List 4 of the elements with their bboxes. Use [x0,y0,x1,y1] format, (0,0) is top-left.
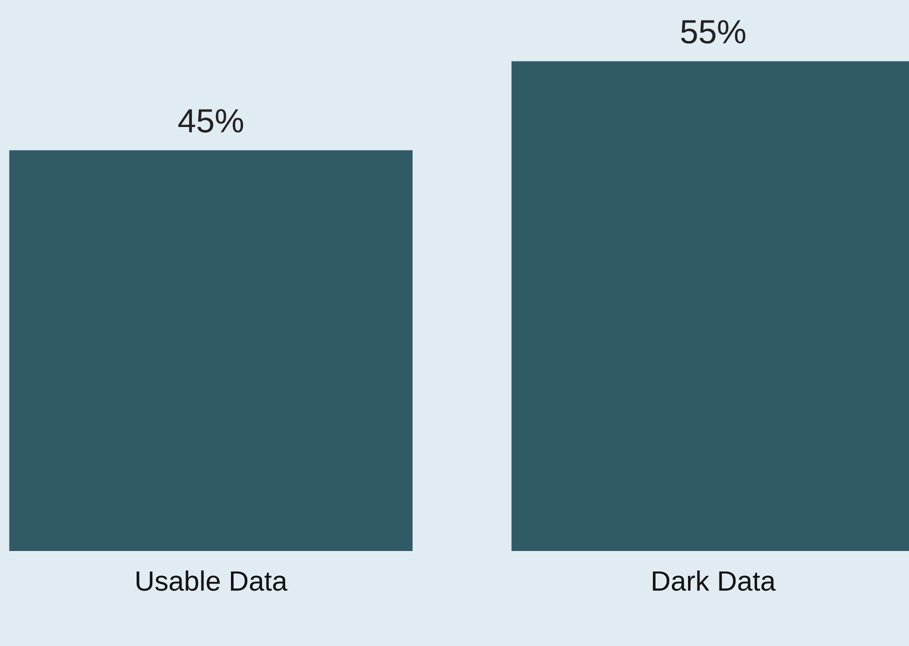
x-tick-label: Dark Data [652,570,776,591]
x-tick-label: Usable Data [136,570,288,591]
data-label: 45% [178,109,244,133]
data-label: 55% [681,20,746,44]
